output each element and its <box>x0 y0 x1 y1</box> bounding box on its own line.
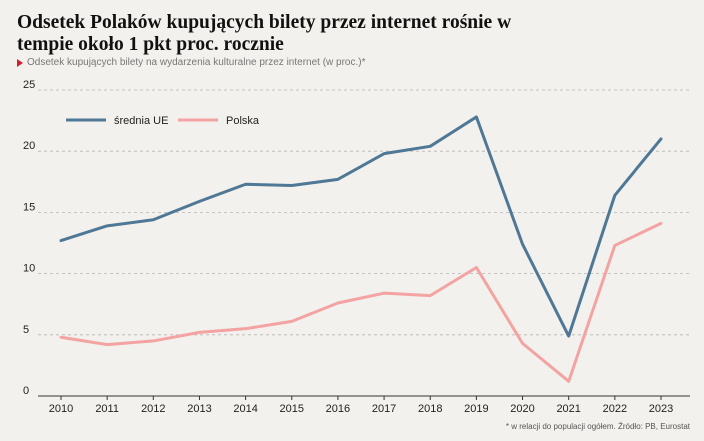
x-tick-label: 2018 <box>418 403 442 415</box>
x-tick-label: 2010 <box>49 403 73 415</box>
x-tick-label: 2021 <box>556 403 580 415</box>
x-tick-label: 2011 <box>95 403 119 415</box>
x-tick-label: 2016 <box>326 403 350 415</box>
x-tick-label: 2017 <box>372 403 396 415</box>
y-tick-label: 10 <box>23 263 35 275</box>
x-tick-label: 2020 <box>510 403 534 415</box>
chart-title: Odsetek Polaków kupujących bilety przez … <box>17 12 512 55</box>
y-tick-label: 0 <box>23 385 29 397</box>
y-tick-label: 15 <box>23 201 35 213</box>
triangle-marker-icon <box>17 58 23 67</box>
series-line <box>59 221 663 383</box>
legend-label: średnia UE <box>114 115 168 127</box>
series-line <box>59 115 663 338</box>
x-tick-label: 2015 <box>280 403 304 415</box>
x-tick-label: 2012 <box>141 403 165 415</box>
chart-subtitle: Odsetek kupujących bilety na wydarzenia … <box>17 57 366 68</box>
chart-subtitle-text: Odsetek kupujących bilety na wydarzenia … <box>27 57 366 68</box>
source-note: * w relacji do populacji ogółem. Źródło:… <box>505 422 690 431</box>
y-tick-label: 20 <box>23 140 35 152</box>
x-tick-label: 2013 <box>187 403 211 415</box>
x-tick-label: 2014 <box>233 403 257 415</box>
y-tick-label: 5 <box>23 324 29 336</box>
x-tick-label: 2022 <box>603 403 627 415</box>
x-tick-label: 2023 <box>649 403 673 415</box>
x-tick-label: 2019 <box>464 403 488 415</box>
legend-label: Polska <box>226 115 260 127</box>
y-tick-label: 25 <box>23 79 35 91</box>
